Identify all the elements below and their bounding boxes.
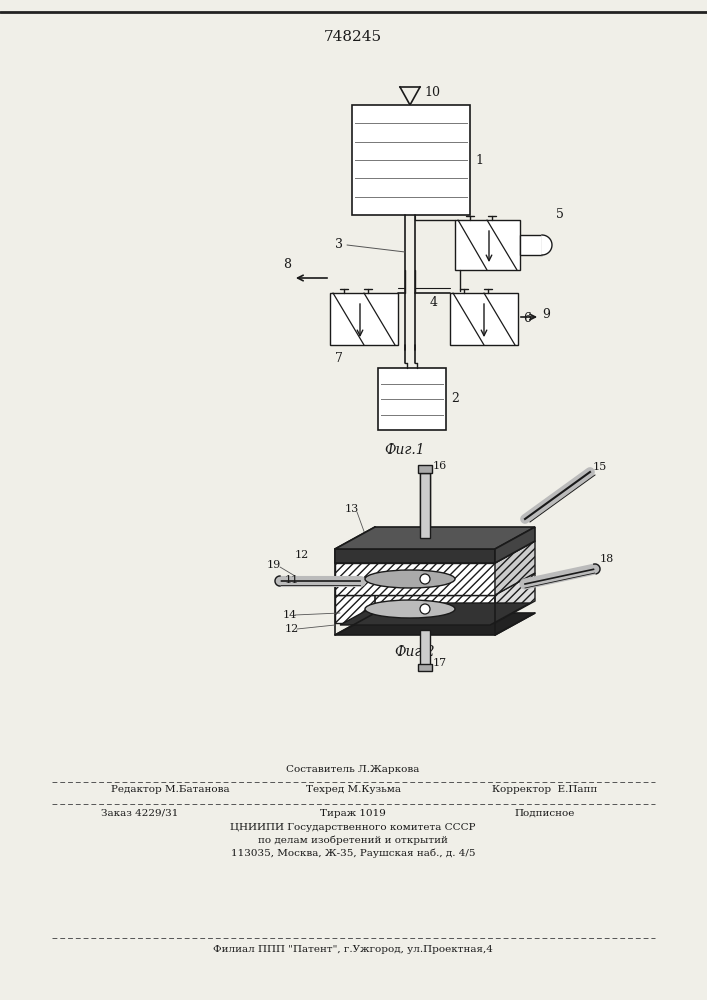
Text: Составитель Л.Жаркова: Составитель Л.Жаркова <box>286 766 420 774</box>
Polygon shape <box>335 595 495 623</box>
Polygon shape <box>335 549 495 563</box>
Text: 12: 12 <box>285 624 299 634</box>
Text: 8: 8 <box>283 258 291 271</box>
Text: Фиг.1: Фиг.1 <box>385 443 426 457</box>
Text: Заказ 4229/31: Заказ 4229/31 <box>101 808 179 818</box>
Text: 9: 9 <box>542 308 550 322</box>
Text: 12: 12 <box>295 550 309 560</box>
Bar <box>520 235 542 255</box>
Bar <box>352 105 470 215</box>
Polygon shape <box>335 613 535 635</box>
Polygon shape <box>594 564 600 574</box>
Ellipse shape <box>365 600 455 618</box>
Text: ЦНИИПИ Государственного комитета СССР: ЦНИИПИ Государственного комитета СССР <box>230 822 476 832</box>
Text: 13: 13 <box>345 504 359 514</box>
Polygon shape <box>335 541 535 563</box>
Bar <box>418 465 432 473</box>
Polygon shape <box>495 573 535 623</box>
Ellipse shape <box>365 570 455 588</box>
Text: Филиал ППП "Патент", г.Ужгород, ул.Проектная,4: Филиал ППП "Патент", г.Ужгород, ул.Проек… <box>213 946 493 954</box>
Polygon shape <box>335 573 535 595</box>
Text: 15: 15 <box>593 462 607 472</box>
Polygon shape <box>495 541 535 595</box>
Text: 18: 18 <box>600 554 614 564</box>
Text: 2: 2 <box>451 392 459 406</box>
Polygon shape <box>400 87 420 105</box>
Text: 11: 11 <box>285 575 299 585</box>
Text: 7: 7 <box>335 353 343 365</box>
Text: Тираж 1019: Тираж 1019 <box>320 808 386 818</box>
Text: 5: 5 <box>556 209 564 222</box>
Text: 14: 14 <box>283 610 297 620</box>
Bar <box>418 664 432 671</box>
Text: 748245: 748245 <box>324 30 382 44</box>
Polygon shape <box>275 576 280 586</box>
Text: 1: 1 <box>475 153 483 166</box>
Polygon shape <box>335 563 495 595</box>
Text: 17: 17 <box>433 658 447 668</box>
Text: 16: 16 <box>433 461 448 471</box>
Text: Подписное: Подписное <box>515 808 575 818</box>
Text: Корректор  Е.Папп: Корректор Е.Папп <box>492 786 597 794</box>
Circle shape <box>420 604 430 614</box>
Text: Фиг.2: Фиг.2 <box>395 645 436 659</box>
Circle shape <box>420 574 430 584</box>
Bar <box>450 293 518 345</box>
Polygon shape <box>335 527 535 549</box>
Text: Редактор М.Батанова: Редактор М.Батанова <box>111 786 229 794</box>
Text: 3: 3 <box>335 238 343 251</box>
Polygon shape <box>340 603 530 625</box>
Text: 10: 10 <box>424 87 440 100</box>
Text: Техред М.Кузьма: Техред М.Кузьма <box>305 786 400 794</box>
Bar <box>420 630 430 665</box>
Text: по делам изобретений и открытий: по делам изобретений и открытий <box>258 835 448 845</box>
Bar <box>455 220 520 270</box>
Text: 113035, Москва, Ж-35, Раушская наб., д. 4/5: 113035, Москва, Ж-35, Раушская наб., д. … <box>230 848 475 858</box>
Polygon shape <box>542 235 552 255</box>
Bar <box>420 473 430 538</box>
Bar <box>378 368 446 430</box>
Text: 4: 4 <box>430 296 438 308</box>
Text: 19: 19 <box>267 560 281 570</box>
Polygon shape <box>495 527 535 563</box>
Bar <box>330 293 398 345</box>
Text: 6: 6 <box>523 312 531 326</box>
